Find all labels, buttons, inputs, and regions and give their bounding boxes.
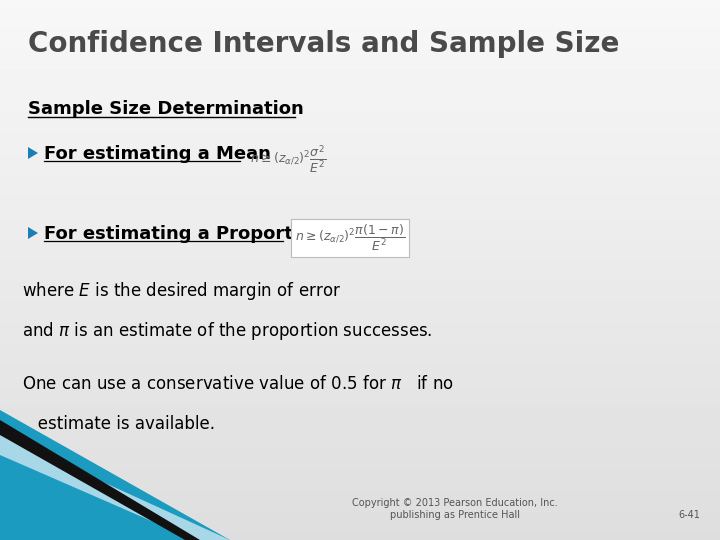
- Text: Sample Size Determination: Sample Size Determination: [28, 100, 304, 118]
- Text: estimate is available.: estimate is available.: [22, 415, 215, 433]
- Polygon shape: [0, 420, 200, 540]
- Polygon shape: [28, 227, 38, 239]
- Text: One can use a conservative value of 0.5 for $\pi$   if no: One can use a conservative value of 0.5 …: [22, 375, 454, 393]
- Polygon shape: [0, 410, 230, 540]
- Polygon shape: [28, 147, 38, 159]
- Text: publishing as Prentice Hall: publishing as Prentice Hall: [390, 510, 520, 520]
- Text: $n \geq (z_{\alpha/2})^2\dfrac{\sigma^2}{E^2}$: $n \geq (z_{\alpha/2})^2\dfrac{\sigma^2}…: [250, 143, 327, 175]
- Text: where $E$ is the desired margin of error: where $E$ is the desired margin of error: [22, 280, 341, 302]
- Text: For estimating a Proportion: For estimating a Proportion: [44, 225, 324, 243]
- Text: Copyright © 2013 Pearson Education, Inc.: Copyright © 2013 Pearson Education, Inc.: [352, 498, 558, 508]
- Text: Confidence Intervals and Sample Size: Confidence Intervals and Sample Size: [28, 30, 619, 58]
- Polygon shape: [0, 435, 230, 540]
- Text: For estimating a Mean: For estimating a Mean: [44, 145, 271, 163]
- Text: 6-41: 6-41: [678, 510, 700, 520]
- Text: and $\pi$ is an estimate of the proportion successes.: and $\pi$ is an estimate of the proporti…: [22, 320, 433, 342]
- Text: $n \geq (z_{\alpha/2})^2\dfrac{\pi(1-\pi)}{E^2}$: $n \geq (z_{\alpha/2})^2\dfrac{\pi(1-\pi…: [295, 223, 405, 253]
